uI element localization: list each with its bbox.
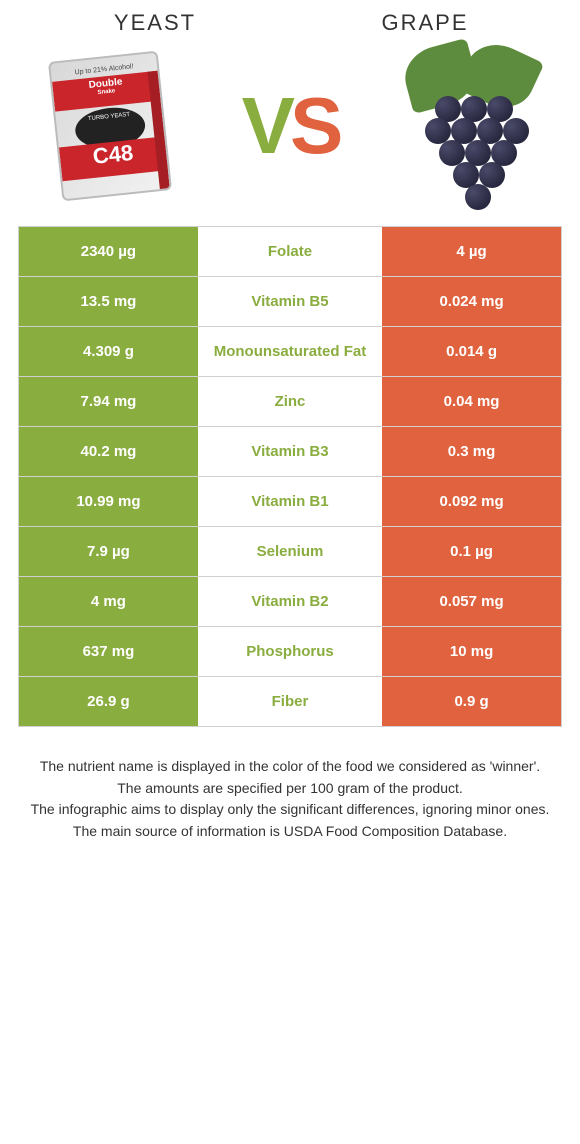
footnote-line: The amounts are specified per 100 gram o… xyxy=(30,779,550,799)
nutrient-name-cell: Vitamin B3 xyxy=(198,427,382,476)
nutrient-comparison-table: 2340 µgFolate4 µg13.5 mgVitamin B50.024 … xyxy=(18,226,562,727)
table-row: 13.5 mgVitamin B50.024 mg xyxy=(19,277,561,327)
table-row: 40.2 mgVitamin B30.3 mg xyxy=(19,427,561,477)
right-value-cell: 0.092 mg xyxy=(382,477,561,526)
right-product-image xyxy=(390,46,550,206)
yeast-packet-illustration: Up to 21% Alcohol! Double Snake TURBO YE… xyxy=(48,51,172,202)
left-value-cell: 10.99 mg xyxy=(19,477,198,526)
right-value-cell: 0.057 mg xyxy=(382,577,561,626)
nutrient-name-cell: Fiber xyxy=(198,677,382,726)
footnote-line: The infographic aims to display only the… xyxy=(30,800,550,820)
nutrient-name-cell: Vitamin B2 xyxy=(198,577,382,626)
right-value-cell: 0.024 mg xyxy=(382,277,561,326)
right-value-cell: 0.9 g xyxy=(382,677,561,726)
nutrient-name-cell: Phosphorus xyxy=(198,627,382,676)
vs-v-letter: V xyxy=(242,81,290,170)
nutrient-name-cell: Vitamin B1 xyxy=(198,477,382,526)
yeast-code: C48 xyxy=(59,136,168,181)
table-row: 2340 µgFolate4 µg xyxy=(19,227,561,277)
nutrient-name-cell: Selenium xyxy=(198,527,382,576)
nutrient-name-cell: Zinc xyxy=(198,377,382,426)
left-product-title: YEAST xyxy=(20,10,290,36)
header-titles: YEAST GRAPE xyxy=(0,0,580,36)
table-row: 4 mgVitamin B20.057 mg xyxy=(19,577,561,627)
right-value-cell: 4 µg xyxy=(382,227,561,276)
left-value-cell: 7.94 mg xyxy=(19,377,198,426)
nutrient-name-cell: Folate xyxy=(198,227,382,276)
right-value-cell: 0.04 mg xyxy=(382,377,561,426)
left-value-cell: 26.9 g xyxy=(19,677,198,726)
nutrient-name-cell: Vitamin B5 xyxy=(198,277,382,326)
table-row: 4.309 gMonounsaturated Fat0.014 g xyxy=(19,327,561,377)
left-value-cell: 7.9 µg xyxy=(19,527,198,576)
left-value-cell: 40.2 mg xyxy=(19,427,198,476)
right-value-cell: 0.3 mg xyxy=(382,427,561,476)
images-row: Up to 21% Alcohol! Double Snake TURBO YE… xyxy=(0,36,580,226)
right-product-title: GRAPE xyxy=(290,10,560,36)
left-value-cell: 637 mg xyxy=(19,627,198,676)
left-value-cell: 13.5 mg xyxy=(19,277,198,326)
nutrient-name-cell: Monounsaturated Fat xyxy=(198,327,382,376)
right-value-cell: 0.014 g xyxy=(382,327,561,376)
table-row: 7.9 µgSelenium0.1 µg xyxy=(19,527,561,577)
footnotes: The nutrient name is displayed in the co… xyxy=(0,727,580,863)
right-value-cell: 0.1 µg xyxy=(382,527,561,576)
vs-s-letter: S xyxy=(290,81,338,170)
footnote-line: The nutrient name is displayed in the co… xyxy=(30,757,550,777)
table-row: 10.99 mgVitamin B10.092 mg xyxy=(19,477,561,527)
left-value-cell: 4 mg xyxy=(19,577,198,626)
grape-berry-icon xyxy=(465,184,491,210)
left-value-cell: 2340 µg xyxy=(19,227,198,276)
right-value-cell: 10 mg xyxy=(382,627,561,676)
left-value-cell: 4.309 g xyxy=(19,327,198,376)
table-row: 637 mgPhosphorus10 mg xyxy=(19,627,561,677)
footnote-line: The main source of information is USDA F… xyxy=(30,822,550,842)
left-product-image: Up to 21% Alcohol! Double Snake TURBO YE… xyxy=(30,46,190,206)
vs-label: VS xyxy=(242,80,339,172)
table-row: 26.9 gFiber0.9 g xyxy=(19,677,561,726)
table-row: 7.94 mgZinc0.04 mg xyxy=(19,377,561,427)
grape-illustration xyxy=(395,46,545,206)
